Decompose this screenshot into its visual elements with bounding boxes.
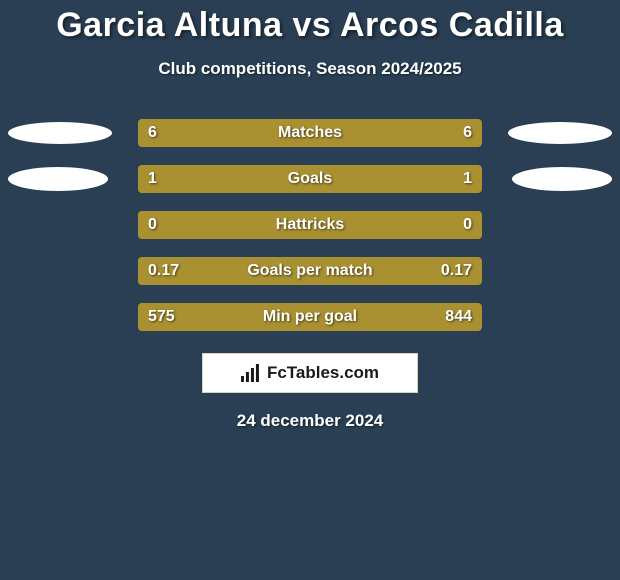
- stat-row: 1 1 Goals: [0, 165, 620, 193]
- value-right: 844: [445, 308, 472, 326]
- bar-left: [138, 165, 310, 193]
- page-title: Garcia Altuna vs Arcos Cadilla: [0, 0, 620, 45]
- value-right: 0.17: [441, 262, 472, 280]
- value-left: 0.17: [148, 262, 179, 280]
- ellipse-right: [508, 122, 612, 144]
- bar-track: 6 6 Matches: [138, 119, 482, 147]
- value-right: 1: [463, 170, 472, 188]
- stat-label: Goals: [288, 170, 332, 188]
- stat-label: Min per goal: [263, 308, 357, 326]
- stat-row: 0.17 0.17 Goals per match: [0, 257, 620, 285]
- value-left: 575: [148, 308, 175, 326]
- comparison-chart: 6 6 Matches 1 1 Goals 0 0 Hattricks 0.17 0.17 Goals…: [0, 119, 620, 331]
- bars-icon: [241, 364, 263, 382]
- subtitle: Club competitions, Season 2024/2025: [0, 59, 620, 79]
- bar-track: 575 844 Min per goal: [138, 303, 482, 331]
- value-left: 0: [148, 216, 157, 234]
- ellipse-left: [8, 167, 108, 191]
- bar-track: 0.17 0.17 Goals per match: [138, 257, 482, 285]
- ellipse-left: [8, 122, 112, 144]
- value-right: 0: [463, 216, 472, 234]
- value-left: 6: [148, 124, 157, 142]
- ellipse-right: [512, 167, 612, 191]
- brand-text: FcTables.com: [267, 363, 379, 383]
- value-right: 6: [463, 124, 472, 142]
- stat-label: Goals per match: [247, 262, 372, 280]
- date-label: 24 december 2024: [0, 411, 620, 431]
- stat-label: Hattricks: [276, 216, 344, 234]
- bar-track: 1 1 Goals: [138, 165, 482, 193]
- stat-label: Matches: [278, 124, 342, 142]
- value-left: 1: [148, 170, 157, 188]
- brand-box: FcTables.com: [202, 353, 418, 393]
- bar-track: 0 0 Hattricks: [138, 211, 482, 239]
- stat-row: 0 0 Hattricks: [0, 211, 620, 239]
- stat-row: 575 844 Min per goal: [0, 303, 620, 331]
- stat-row: 6 6 Matches: [0, 119, 620, 147]
